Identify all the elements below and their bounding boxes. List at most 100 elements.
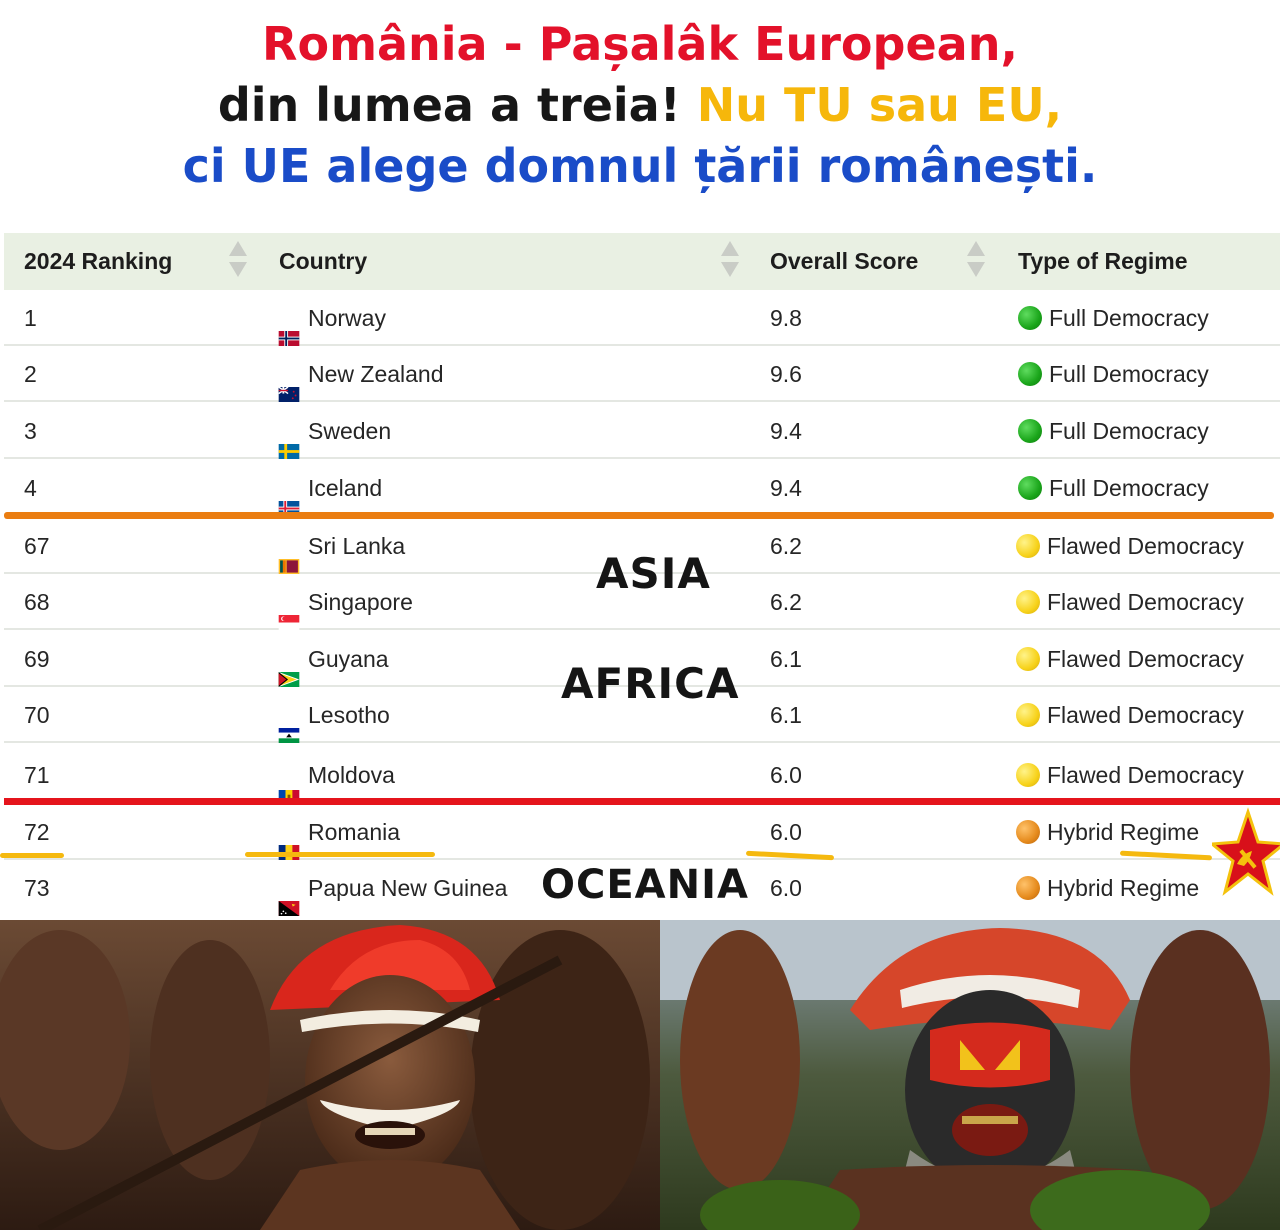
yellow-dot-icon [1016, 646, 1040, 671]
header-regime[interactable]: Type of Regime [1018, 248, 1188, 274]
country-name: Norway [308, 305, 386, 331]
regime-cell: Flawed Democracy [1016, 518, 1244, 574]
yellow-dot-icon [1016, 762, 1040, 787]
iceland-flag-icon [278, 480, 300, 517]
rank-cell: 68 [24, 589, 50, 615]
table-row: 68 Singapore 6.2 Flawed Democracy [4, 574, 1280, 631]
regime-label: Flawed Democracy [1047, 702, 1244, 728]
regime-label: Full Democracy [1049, 418, 1209, 444]
country-cell: Iceland [278, 460, 383, 517]
papua-new-guinea-flag-icon [278, 880, 300, 917]
score-cell: 6.0 [770, 819, 802, 845]
table-row: 70 Lesotho 6.1 Flawed Democracy [4, 687, 1280, 744]
country-cell: Moldova [278, 745, 395, 806]
rank-cell: 4 [24, 475, 37, 501]
title-line-2-black: din lumea a treia! [217, 78, 697, 132]
regime-cell: Flawed Democracy [1016, 631, 1244, 687]
rank-cell: 71 [24, 762, 50, 788]
rank-cell: 73 [24, 875, 50, 901]
country-cell: Guyana [278, 631, 389, 688]
orange-dot-icon [1016, 819, 1040, 844]
country-name: Papua New Guinea [308, 875, 508, 901]
regime-label: Hybrid Regime [1047, 819, 1200, 845]
region-label-oceania: OCEANIA [541, 862, 749, 908]
regime-cell: Flawed Democracy [1016, 745, 1244, 805]
score-cell: 6.0 [770, 762, 802, 788]
norway-flag-icon [278, 310, 300, 347]
score-cell: 9.4 [770, 475, 802, 501]
header-rank[interactable]: 2024 Ranking [24, 248, 173, 274]
title-line-2: din lumea a treia! Nu TU sau EU, [0, 75, 1280, 136]
regime-label: Flawed Democracy [1047, 533, 1244, 559]
lesotho-flag-icon [278, 707, 300, 744]
new-zealand-flag-icon [278, 366, 300, 403]
regime-label: Flawed Democracy [1047, 762, 1244, 788]
table-row: 73 Papua New Guinea 6.0 Hybrid Regime [4, 860, 1280, 917]
regime-label: Full Democracy [1049, 475, 1209, 501]
green-dot-icon [1018, 475, 1042, 500]
rank-cell: 3 [24, 418, 37, 444]
sort-rank-icon[interactable] [229, 241, 247, 281]
country-name: New Zealand [308, 361, 444, 387]
country-cell: Lesotho [278, 687, 390, 744]
romania-flag-icon [278, 824, 300, 861]
table-row: 4 Iceland 9.4 Full Democracy [4, 460, 1280, 517]
page-title: România - Pașalâk European, din lumea a … [0, 14, 1280, 197]
regime-cell: Full Democracy [1018, 290, 1209, 346]
title-line-2-yellow: Nu TU sau EU, [696, 78, 1063, 132]
sri-lanka-flag-icon [278, 538, 300, 575]
sort-score-icon[interactable] [967, 241, 985, 281]
table-row: 1 Norway 9.8 Full Democracy [4, 290, 1280, 347]
regime-cell: Hybrid Regime [1016, 804, 1199, 860]
score-cell: 9.8 [770, 305, 802, 331]
score-cell: 6.1 [770, 702, 802, 728]
regime-cell: Full Democracy [1018, 403, 1209, 459]
table-row: 69 Guyana 6.1 Flawed Democracy [4, 631, 1280, 688]
regime-label: Full Democracy [1049, 361, 1209, 387]
orange-separator [4, 512, 1274, 519]
guyana-flag-icon [278, 651, 300, 688]
country-cell: Sweden [278, 403, 392, 460]
country-name: Romania [308, 819, 401, 845]
rank-cell: 2 [24, 361, 37, 387]
country-cell: Singapore [278, 574, 413, 631]
table-row: 71 Moldova 6.0 Flawed Democracy [4, 745, 1280, 806]
moldova-flag-icon [278, 767, 300, 806]
score-cell: 6.0 [770, 875, 802, 901]
country-name: Sweden [308, 418, 392, 444]
yellow-dot-icon [1016, 702, 1040, 727]
rank-cell: 67 [24, 533, 50, 559]
score-cell: 6.2 [770, 589, 802, 615]
country-name: Moldova [308, 762, 395, 788]
country-cell: Papua New Guinea [278, 860, 508, 917]
regime-label: Full Democracy [1049, 305, 1209, 331]
country-name: Guyana [308, 646, 389, 672]
country-cell: New Zealand [278, 346, 444, 403]
header-score[interactable]: Overall Score [770, 248, 919, 274]
regime-label: Flawed Democracy [1047, 589, 1244, 615]
underline-country [245, 852, 435, 857]
sort-country-icon[interactable] [721, 241, 739, 281]
region-label-asia: ASIA [596, 549, 711, 598]
header-country[interactable]: Country [279, 248, 368, 274]
yellow-dot-icon [1016, 589, 1040, 614]
green-dot-icon [1018, 305, 1042, 330]
country-name: Singapore [308, 589, 413, 615]
score-cell: 6.1 [770, 646, 802, 672]
rank-cell: 1 [24, 305, 37, 331]
rank-cell: 72 [24, 819, 50, 845]
regime-cell: Full Democracy [1018, 346, 1209, 402]
country-name: Lesotho [308, 702, 390, 728]
sweden-flag-icon [278, 423, 300, 460]
country-name: Iceland [308, 475, 383, 501]
regime-cell: Full Democracy [1018, 460, 1209, 516]
regime-cell: Hybrid Regime [1016, 860, 1199, 916]
regime-cell: Flawed Democracy [1016, 687, 1244, 743]
title-line-1: România - Pașalâk European, [262, 17, 1018, 71]
singapore-flag-icon [278, 594, 300, 631]
table-row: 2 New Zealand 9.6 Full Democracy [4, 346, 1280, 403]
table-header: 2024 Ranking Country Overall Score Type … [4, 233, 1280, 290]
regime-cell: Flawed Democracy [1016, 574, 1244, 630]
country-cell: Norway [278, 290, 386, 347]
title-line-3: ci UE alege domnul țării românești. [182, 139, 1098, 193]
